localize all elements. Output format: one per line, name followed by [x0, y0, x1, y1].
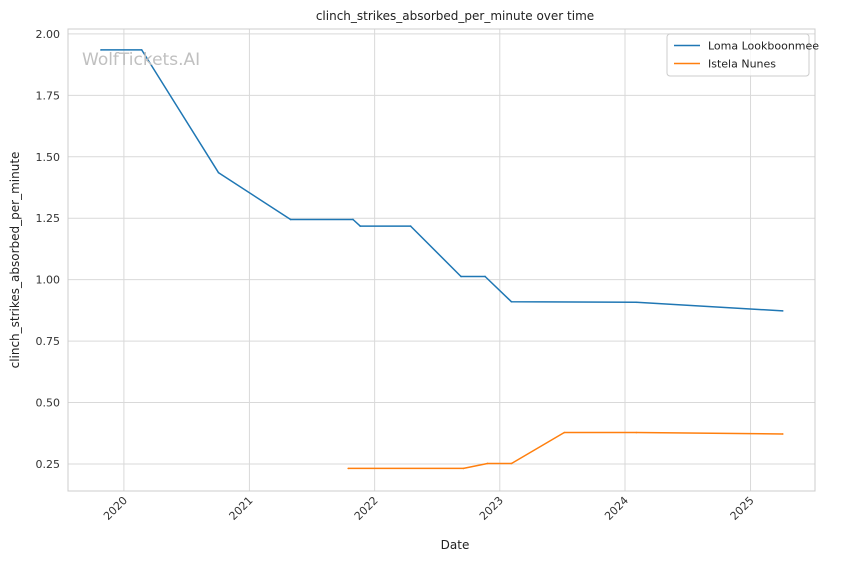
series-lines [100, 49, 784, 470]
data-point-loma-lookboonmee [289, 218, 292, 221]
data-point-loma-lookboonmee [409, 225, 412, 227]
y-tick-label: 1.25 [36, 212, 61, 225]
data-point-loma-lookboonmee [359, 225, 362, 227]
x-tick-label: 2024 [602, 494, 631, 523]
legend: Loma Lookboonmee Istela Nunes [666, 33, 819, 77]
x-tick-label: 2021 [227, 494, 256, 523]
chart-title: clinch_strikes_absorbed_per_minute over … [316, 9, 594, 23]
data-point-loma-lookboonmee [100, 49, 102, 51]
watermark-text: WolfTickets.AI [82, 50, 200, 70]
y-tick-label: 2.00 [36, 28, 61, 41]
legend-label-istela-nunes: Istela Nunes [708, 58, 776, 71]
data-point-istela-nunes [510, 462, 513, 465]
x-tick-label: 2022 [352, 494, 381, 523]
tick-labels: 0.25 0.50 0.75 1.00 1.25 1.50 1.75 2.00 2020 2021… [36, 28, 757, 523]
y-tick-label: 0.75 [36, 335, 61, 348]
y-axis-label: clinch_strikes_absorbed_per_minute [8, 152, 22, 369]
data-point-istela-nunes [781, 433, 784, 435]
y-tick-label: 1.50 [36, 151, 61, 164]
gridlines [68, 29, 815, 491]
x-tick-label: 2025 [728, 494, 757, 523]
legend-box [666, 33, 810, 77]
data-point-loma-lookboonmee [352, 218, 354, 221]
plot-area-frame [67, 28, 816, 492]
x-tick-label: 2020 [101, 494, 130, 523]
x-axis-label: Date [441, 538, 470, 552]
data-point-loma-lookboonmee [460, 275, 462, 278]
data-point-loma-lookboonmee [510, 300, 513, 303]
data-point-istela-nunes [563, 431, 566, 434]
data-point-istela-nunes [462, 467, 465, 470]
data-point-loma-lookboonmee [217, 171, 220, 174]
data-point-loma-lookboonmee [781, 310, 784, 312]
data-point-loma-lookboonmee [484, 275, 486, 278]
y-tick-label: 0.50 [36, 397, 61, 410]
data-point-istela-nunes [635, 431, 638, 434]
data-point-istela-nunes [347, 467, 350, 470]
y-tick-label: 0.25 [36, 458, 61, 471]
y-tick-label: 1.00 [36, 274, 61, 287]
data-point-loma-lookboonmee [635, 301, 638, 304]
series-line-istela-nunes [348, 431, 783, 470]
data-point-loma-lookboonmee [140, 49, 143, 51]
data-point-istela-nunes [486, 462, 489, 465]
series-line-loma-lookboonmee [100, 49, 783, 312]
y-tick-label: 1.75 [36, 89, 61, 102]
x-tick-label: 2023 [477, 494, 506, 523]
legend-label-loma-lookboonmee: Loma Lookboonmee [708, 40, 819, 53]
